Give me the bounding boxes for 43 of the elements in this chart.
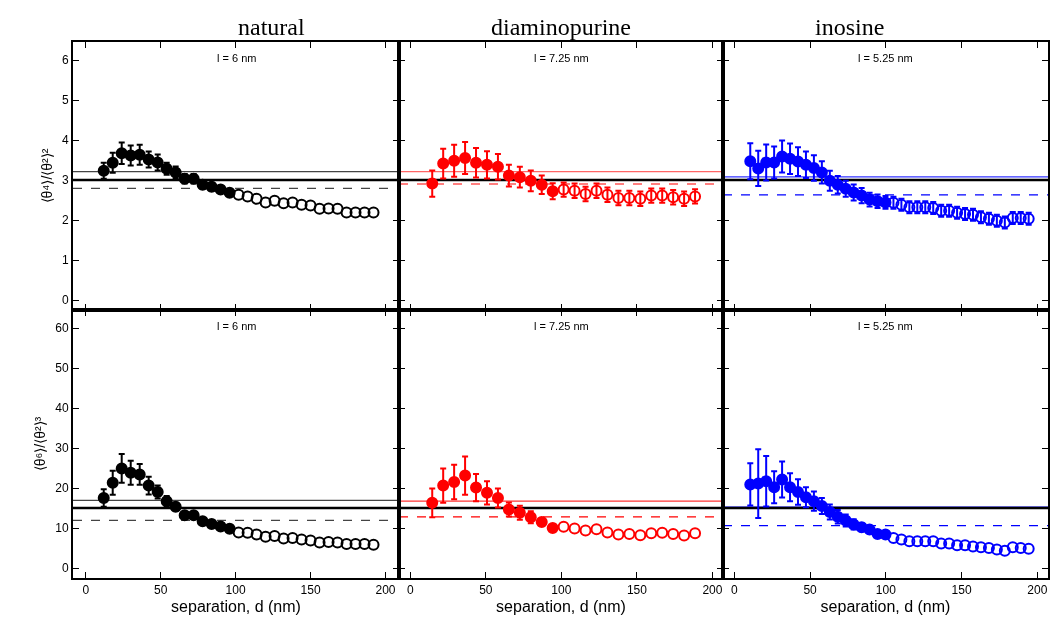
annotation: l = 5.25 nm (858, 52, 913, 64)
y-tick-label: 0 (61, 561, 69, 576)
chart-title: natural (238, 14, 305, 40)
x-tick-label: 0 (731, 583, 739, 598)
x-tick-label: 100 (225, 583, 246, 598)
x-tick-label: 100 (875, 583, 897, 598)
y-tick-label: 2 (61, 213, 69, 228)
x-tick-label: 50 (479, 583, 493, 598)
chart-title: inosine (815, 14, 885, 40)
y-tick-label: 20 (55, 481, 69, 496)
x-tick-label: 0 (406, 583, 414, 598)
annotation: l = 7.25 nm (534, 52, 589, 64)
x-tick-label: 100 (551, 583, 572, 598)
y-tick-label: 50 (55, 361, 69, 376)
annotation: l = 6 nm (217, 320, 257, 332)
y-tick-label: 3 (61, 173, 69, 188)
y-tick-label: 60 (55, 321, 69, 336)
y-tick-label: 40 (55, 401, 69, 416)
x-tick-label: 50 (154, 583, 168, 598)
x-tick-label: 150 (626, 583, 648, 598)
x-axis-title: separation, d (nm) (171, 597, 301, 615)
x-tick-label: 150 (300, 583, 321, 598)
y-tick-label: 1 (61, 253, 69, 268)
y-tick-label: 30 (55, 441, 69, 456)
annotation: l = 5.25 nm (858, 320, 913, 332)
y-axis-title: ⟨θ⁴⟩/⟨θ²⟩² (39, 148, 56, 204)
x-tick-label: 200 (1027, 583, 1048, 598)
x-axis-title: separation, d (nm) (820, 597, 951, 615)
chart-title: diaminopurine (491, 14, 631, 40)
annotation: l = 7.25 nm (534, 320, 589, 332)
y-tick-label: 5 (61, 93, 69, 108)
annotation: l = 6 nm (217, 52, 257, 64)
y-tick-label: 10 (55, 521, 69, 536)
y-axis-title: ⟨θ⁶⟩/⟨θ²⟩³ (32, 416, 49, 472)
x-tick-label: 50 (803, 583, 818, 598)
x-tick-label: 0 (82, 583, 90, 598)
y-tick-label: 0 (61, 293, 69, 308)
x-tick-label: 200 (375, 583, 396, 598)
y-tick-label: 6 (61, 53, 69, 68)
x-tick-label: 200 (702, 583, 723, 598)
y-tick-label: 4 (61, 133, 69, 148)
x-axis-title: separation, d (nm) (496, 597, 626, 615)
x-tick-label: 150 (951, 583, 972, 598)
